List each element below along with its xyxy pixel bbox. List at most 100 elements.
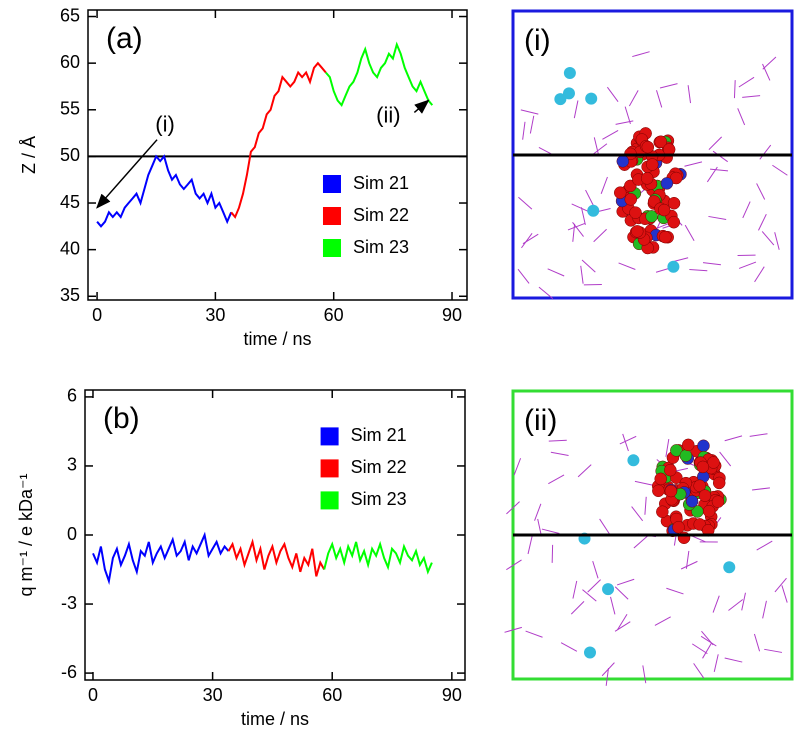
lipid	[593, 228, 607, 243]
ion	[667, 260, 680, 273]
y-tick-label: 55	[60, 99, 80, 119]
lipid	[684, 161, 703, 167]
lipid	[754, 266, 765, 283]
atom	[616, 155, 630, 168]
atom	[652, 484, 665, 498]
atom	[657, 203, 671, 217]
y-axis-label: q m⁻¹ / e kDa⁻¹	[16, 473, 36, 596]
lipid	[506, 501, 520, 515]
ion	[554, 93, 567, 106]
lipid	[548, 474, 565, 485]
x-tick-label: 0	[92, 305, 102, 325]
lipid	[600, 176, 608, 195]
y-tick-label: 45	[60, 192, 80, 212]
lipid	[548, 439, 567, 442]
lipid	[680, 560, 698, 570]
atom	[679, 449, 693, 462]
lipid	[616, 578, 635, 586]
lipid	[654, 616, 671, 626]
lipid	[659, 83, 678, 89]
data-line	[325, 41, 434, 107]
lipid	[592, 143, 608, 155]
lipid	[587, 579, 601, 593]
lipid	[687, 85, 692, 104]
lipid	[719, 451, 732, 467]
atom	[654, 135, 668, 148]
atom	[685, 495, 699, 508]
lipid	[684, 224, 695, 242]
lipid	[619, 435, 637, 445]
ion	[587, 204, 600, 217]
atom	[659, 230, 672, 244]
y-tick-label: -3	[61, 593, 77, 613]
lipid	[689, 269, 708, 272]
legend-label: Sim 22	[351, 457, 407, 477]
lipid	[628, 90, 639, 107]
lipid	[571, 203, 589, 212]
lipid	[728, 599, 744, 611]
lipid	[737, 108, 746, 126]
lipid	[759, 144, 772, 160]
lipid	[708, 215, 727, 220]
x-axis-label: time / ns	[243, 329, 311, 349]
lipid	[522, 121, 526, 140]
lipid	[774, 577, 787, 593]
lipid	[693, 663, 705, 679]
atom	[664, 463, 677, 477]
y-tick-label: 3	[67, 455, 77, 475]
legend-swatch	[320, 491, 339, 510]
plot-frame	[87, 9, 468, 301]
lipid	[601, 662, 615, 677]
lipid	[710, 168, 729, 172]
x-tick-label: 60	[322, 685, 342, 705]
lipid	[724, 657, 743, 663]
lipid	[758, 213, 767, 231]
lipid	[581, 259, 596, 273]
image-panel: (i)	[511, 9, 794, 300]
ion	[585, 92, 598, 105]
annotation-arrow	[413, 99, 430, 114]
lipid	[762, 56, 777, 70]
lipid	[617, 614, 628, 630]
atom	[702, 504, 716, 518]
data-line	[230, 61, 327, 219]
legend-label: Sim 21	[353, 173, 409, 193]
lipid	[774, 232, 780, 250]
y-tick-label: 60	[60, 52, 80, 72]
x-tick-label: 30	[205, 305, 225, 325]
lipid	[762, 600, 767, 619]
lipid	[570, 601, 585, 615]
annotation: (i)	[155, 111, 175, 136]
lipid	[513, 458, 522, 476]
lipid	[700, 635, 717, 647]
atom	[670, 444, 683, 457]
legend-swatch	[320, 459, 339, 478]
lipid	[618, 262, 636, 270]
lipid	[527, 536, 533, 555]
lipid	[614, 586, 629, 600]
lipid	[606, 86, 619, 102]
lipid	[560, 642, 578, 652]
atom	[646, 158, 659, 171]
lipid	[534, 503, 542, 521]
atom	[667, 196, 681, 210]
lipid	[752, 487, 770, 491]
lipid	[572, 223, 576, 242]
lipid	[781, 585, 788, 603]
lipid	[599, 518, 610, 535]
lipid	[624, 106, 631, 124]
lipid	[666, 587, 684, 595]
lipid	[749, 433, 768, 437]
lipid	[753, 633, 761, 652]
y-tick-label: 65	[60, 5, 80, 25]
data-line	[323, 540, 433, 575]
lipid	[541, 528, 560, 534]
y-tick-label: -6	[61, 662, 77, 682]
lipid	[615, 120, 634, 125]
lipid	[572, 580, 578, 599]
legend-label: Sim 23	[351, 489, 407, 509]
lipid	[614, 621, 631, 632]
lipid	[665, 438, 670, 457]
atom	[664, 484, 678, 498]
x-tick-label: 90	[442, 685, 462, 705]
